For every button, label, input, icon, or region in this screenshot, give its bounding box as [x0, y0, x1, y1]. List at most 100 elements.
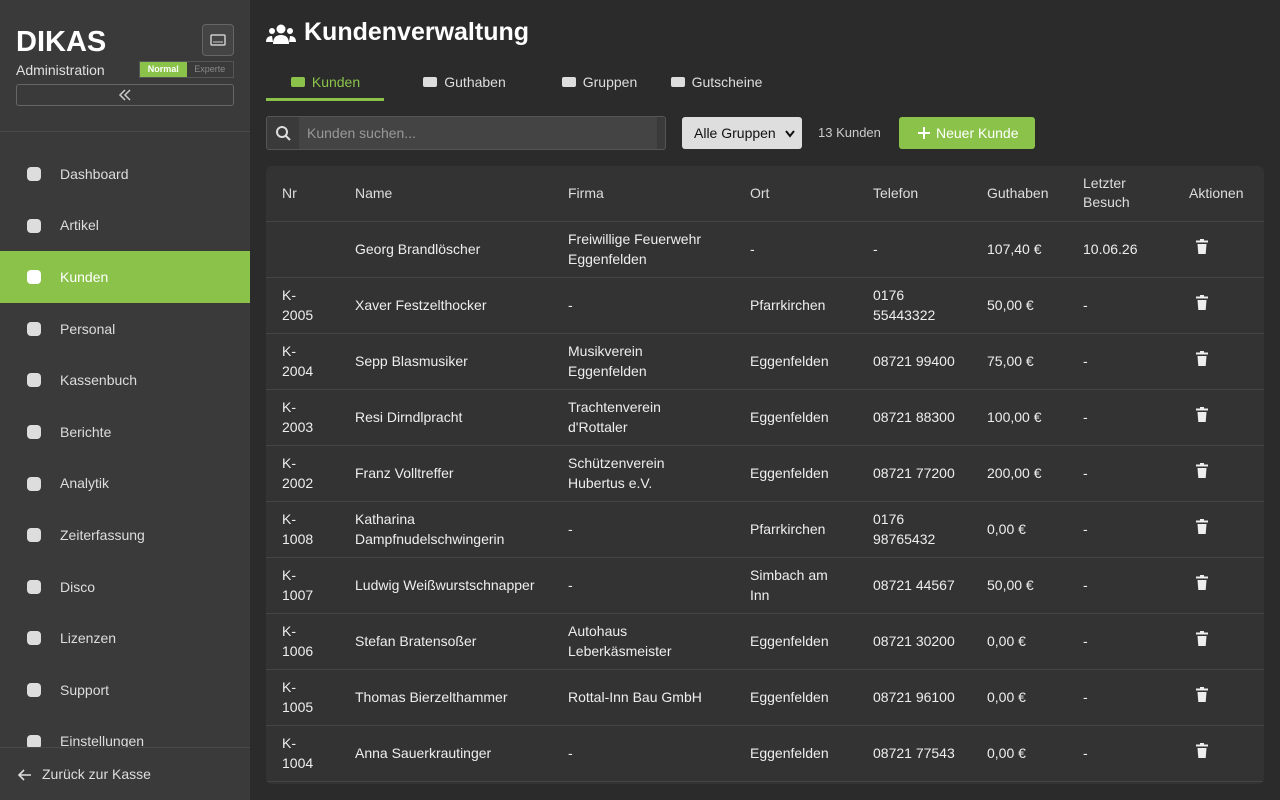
nav-label: Einstellungen — [60, 733, 145, 750]
nav-item[interactable]: Support — [0, 664, 250, 716]
action-cell — [1173, 725, 1264, 782]
table-cell: 08721 44567 — [857, 557, 971, 614]
delete-icon[interactable] — [1195, 350, 1209, 367]
tab[interactable]: Kunden — [266, 64, 384, 101]
delete-icon[interactable] — [1195, 462, 1209, 479]
delete-icon[interactable] — [1195, 406, 1209, 423]
table-cell: K-1008 — [266, 501, 339, 558]
table-row: K-1005 Thomas Bierzelthammer Rottal-Inn Ba… — [266, 669, 1264, 726]
tab-icon — [423, 77, 438, 87]
nav-item[interactable]: Kassenbuch — [0, 354, 250, 406]
table-cell: 107,40 € — [971, 221, 1067, 278]
table-cell — [266, 221, 339, 278]
new-customer-button[interactable]: Neuer Kunde — [899, 117, 1035, 149]
table-cell: K-2002 — [266, 445, 339, 502]
table-cell: Eggenfelden — [734, 389, 857, 446]
action-cell — [1173, 277, 1264, 334]
nav-item[interactable]: Einstellungen — [0, 716, 250, 768]
table-cell: 75,00 € — [971, 333, 1067, 390]
delete-icon[interactable] — [1195, 574, 1209, 591]
table-cell: - — [1067, 557, 1173, 614]
nav-label: Kassenbuch — [60, 372, 138, 389]
nav-item[interactable]: Berichte — [0, 406, 250, 458]
column-header: Ort — [734, 166, 857, 222]
table-cell: Sepp Blasmusiker — [339, 333, 552, 390]
back-label: Zurück zur Kasse — [42, 766, 151, 782]
table-row: K-1004 Anna Sauerkrautinger - Eggenfelden 08… — [266, 725, 1264, 782]
nav-icon — [27, 321, 41, 336]
table-cell: 0176 55443322 — [857, 277, 971, 334]
button-label: Neuer Kunde — [936, 125, 1019, 141]
table-row: K-2003 Resi Dirndlpracht Trachtenverein d'… — [266, 389, 1264, 446]
table-cell: Trachtenverein d'Rottaler — [552, 389, 734, 446]
tab-label: Guthaben — [444, 74, 506, 90]
nav-label: Kunden — [60, 268, 109, 285]
table-cell: - — [1067, 389, 1173, 446]
column-header: Letzter Besuch — [1067, 166, 1173, 222]
delete-icon[interactable] — [1195, 294, 1209, 311]
delete-icon[interactable] — [1195, 742, 1209, 759]
action-cell — [1173, 389, 1264, 446]
nav-item[interactable]: Kunden — [0, 251, 250, 303]
search-input[interactable]: Kunden suchen... — [299, 117, 657, 149]
table-cell: 100,00 € — [971, 389, 1067, 446]
table-cell: Georg Brandlöscher — [339, 221, 552, 278]
table-cell: - — [1067, 669, 1173, 726]
nav-icon — [27, 734, 41, 749]
mode-option[interactable]: Normal — [140, 62, 187, 77]
delete-icon[interactable] — [1195, 238, 1209, 255]
nav-item[interactable]: Artikel — [0, 200, 250, 252]
collapse-button[interactable] — [16, 84, 234, 106]
nav-item[interactable]: Disco — [0, 561, 250, 613]
nav-icon — [27, 167, 41, 181]
nav-label: Lizenzen — [60, 630, 117, 647]
table-cell: Simbach am Inn — [734, 557, 857, 614]
arrow-icon — [17, 769, 31, 781]
tab-icon — [561, 77, 576, 87]
table-cell: 08721 77200 — [857, 445, 971, 502]
table-cell: - — [1067, 501, 1173, 558]
nav: Dashboard Artikel Kunden Personal Kassenbuch… — [0, 148, 250, 767]
table-cell: Katharina Dampfnudelschwingerin — [339, 501, 552, 558]
table-row: Georg Brandlöscher Freiwillige Feuerwehr … — [266, 221, 1264, 278]
nav-item[interactable]: Analytik — [0, 458, 250, 510]
nav-item[interactable]: Dashboard — [0, 148, 250, 200]
nav-label: Artikel — [60, 217, 99, 234]
keyboard-button[interactable] — [202, 24, 234, 56]
tab[interactable]: Guthaben — [384, 64, 544, 101]
tab-label: Kunden — [311, 74, 361, 90]
action-cell — [1173, 445, 1264, 502]
table-cell: K-1005 — [266, 669, 339, 726]
nav-item[interactable]: Lizenzen — [0, 612, 250, 664]
tab[interactable]: Gutscheine — [654, 64, 778, 101]
table-row: K-1007 Ludwig Weißwurstschnapper - Simbach … — [266, 557, 1264, 614]
tabs: Kunden Guthaben Gruppen Gutscheine — [266, 64, 778, 101]
nav-item[interactable]: Personal — [0, 303, 250, 355]
nav-label: Disco — [60, 578, 96, 595]
action-cell — [1173, 221, 1264, 278]
select-label: Alle Gruppen — [694, 125, 776, 141]
table-cell: 200,00 € — [971, 445, 1067, 502]
column-header: Firma — [552, 166, 734, 222]
tab[interactable]: Gruppen — [544, 64, 654, 101]
back-link[interactable]: Zurück zur Kasse — [0, 747, 250, 800]
table-cell: - — [1067, 613, 1173, 670]
delete-icon[interactable] — [1195, 630, 1209, 647]
nav-item[interactable]: Zeiterfassung — [0, 509, 250, 561]
mode-option[interactable]: Experte — [194, 64, 226, 74]
table-cell: - — [552, 557, 734, 614]
table-cell: Eggenfelden — [734, 613, 857, 670]
table-cell: Ludwig Weißwurstschnapper — [339, 557, 552, 614]
delete-icon[interactable] — [1195, 518, 1209, 535]
column-header: Aktionen — [1173, 166, 1264, 222]
table-cell: Pfarrkirchen — [734, 501, 857, 558]
nav-label: Zeiterfassung — [60, 526, 145, 543]
table: Nr Name Firma Ort Telefon Guthaben Letzter Bes… — [266, 166, 1264, 782]
delete-icon[interactable] — [1195, 686, 1209, 703]
group-select[interactable]: Alle Gruppen — [682, 117, 802, 149]
search-box[interactable]: Kunden suchen... — [266, 116, 666, 150]
customer-table: Nr Name Firma Ort Telefon Guthaben Letzter Bes… — [266, 166, 1264, 784]
table-cell: Eggenfelden — [734, 333, 857, 390]
tab-label: Gutscheine — [691, 74, 763, 90]
